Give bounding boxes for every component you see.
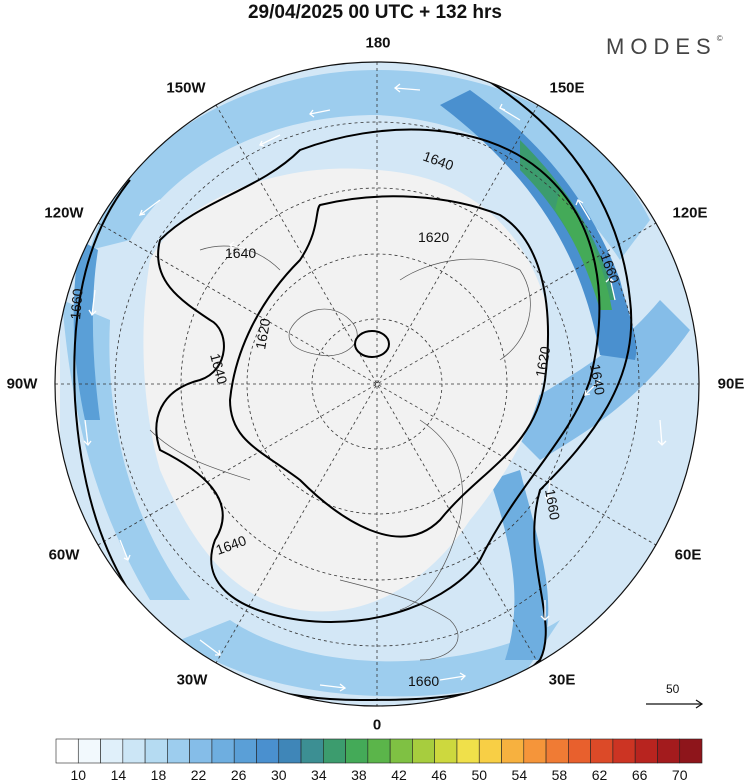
colorbar-tick-label: 34: [311, 767, 327, 783]
colorbar-swatch: [77, 738, 101, 764]
lon-label-60w: 60W: [48, 546, 80, 564]
colorbar-swatch: [100, 738, 124, 764]
colorbar-swatch: [434, 738, 458, 764]
longitude-lines: [55, 62, 699, 706]
lon-label-0: 0: [372, 716, 382, 734]
colorbar-swatch: [300, 738, 324, 764]
reference-vector-label: 50: [666, 682, 680, 696]
colorbar-swatch: [634, 738, 658, 764]
lon-label-90w: 90W: [6, 375, 38, 393]
colorbar-tick-label: 30: [270, 767, 287, 783]
colorbar-swatch: [478, 738, 502, 764]
colorbar-tick-label: 14: [110, 767, 127, 783]
wind-vectors: [83, 83, 667, 692]
colorbar-swatch: [545, 738, 569, 764]
colorbar: [55, 738, 703, 764]
colorbar-tick-label: 26: [230, 767, 247, 783]
colorbar-swatch: [233, 738, 257, 764]
colorbar-tick-label: 50: [471, 767, 488, 783]
colorbar-swatch: [612, 738, 636, 764]
contour-label: 1620: [252, 317, 273, 351]
colorbar-swatch: [211, 738, 235, 764]
lon-label-90e: 90E: [717, 375, 745, 393]
reference-vector-arrow: [646, 699, 704, 709]
contour-label: 1640: [587, 363, 608, 397]
colorbar-tick-label: 22: [190, 767, 207, 783]
colorbar-swatch: [679, 738, 703, 764]
height-contours: [73, 69, 633, 702]
logo-text: MODES: [606, 34, 717, 59]
lon-label-120e: 120E: [672, 204, 708, 222]
chart-title: 29/04/2025 00 UTC + 132 hrs: [247, 2, 503, 23]
copyright-mark: ©: [716, 34, 723, 43]
colorbar-swatch: [189, 738, 213, 764]
colorbar-swatch: [55, 738, 79, 764]
contour-label: 1660: [408, 673, 439, 689]
lon-label-150e: 150E: [549, 79, 585, 97]
colorbar-tick-label: 46: [431, 767, 447, 783]
map-border: [54, 61, 700, 707]
contour-label: 1620: [532, 345, 553, 379]
colorbar-tick-label: 70: [671, 767, 688, 783]
colorbar-swatch: [389, 738, 413, 764]
lon-label-120w: 120W: [44, 204, 84, 222]
contour-label: 1660: [67, 288, 86, 321]
colorbar-swatch: [278, 738, 302, 764]
colorbar-tick-label: 42: [391, 767, 407, 783]
wind-shading: [60, 62, 699, 706]
lon-label-150w: 150W: [166, 79, 206, 97]
colorbar-tick-label: 54: [511, 767, 528, 783]
colorbar-tick-label: 58: [551, 767, 568, 783]
modes-logo: MODES©: [606, 34, 723, 60]
colorbar-tick-label: 10: [70, 767, 87, 783]
lon-label-30w: 30W: [176, 671, 208, 689]
lon-label-180: 180: [365, 34, 391, 52]
colorbar-swatch: [122, 738, 146, 764]
colorbar-swatch: [323, 738, 346, 764]
contour-label: 1640: [225, 245, 256, 261]
colorbar-swatch: [568, 738, 591, 764]
colorbar-swatch: [590, 738, 614, 764]
colorbar-swatch: [501, 738, 525, 764]
lon-label-30e: 30E: [548, 671, 576, 689]
lon-label-60e: 60E: [674, 546, 702, 564]
colorbar-tick-label: 18: [150, 767, 167, 783]
colorbar-swatch: [367, 738, 391, 764]
colorbar-swatch: [657, 738, 681, 764]
colorbar-swatch: [412, 738, 435, 764]
colorbar-tick-label: 62: [591, 767, 608, 783]
contour-label: 1620: [418, 229, 449, 245]
colorbar-swatch: [144, 738, 168, 764]
colorbar-swatch: [523, 738, 547, 764]
colorbar-tick-label: 66: [631, 767, 648, 783]
colorbar-swatch: [345, 738, 369, 764]
contour-label: 1660: [542, 488, 563, 522]
colorbar-swatch: [167, 738, 190, 764]
colorbar-swatch: [456, 738, 480, 764]
colorbar-swatch: [256, 738, 280, 764]
colorbar-tick-label: 38: [351, 767, 367, 783]
contour-label: 1640: [207, 352, 231, 386]
